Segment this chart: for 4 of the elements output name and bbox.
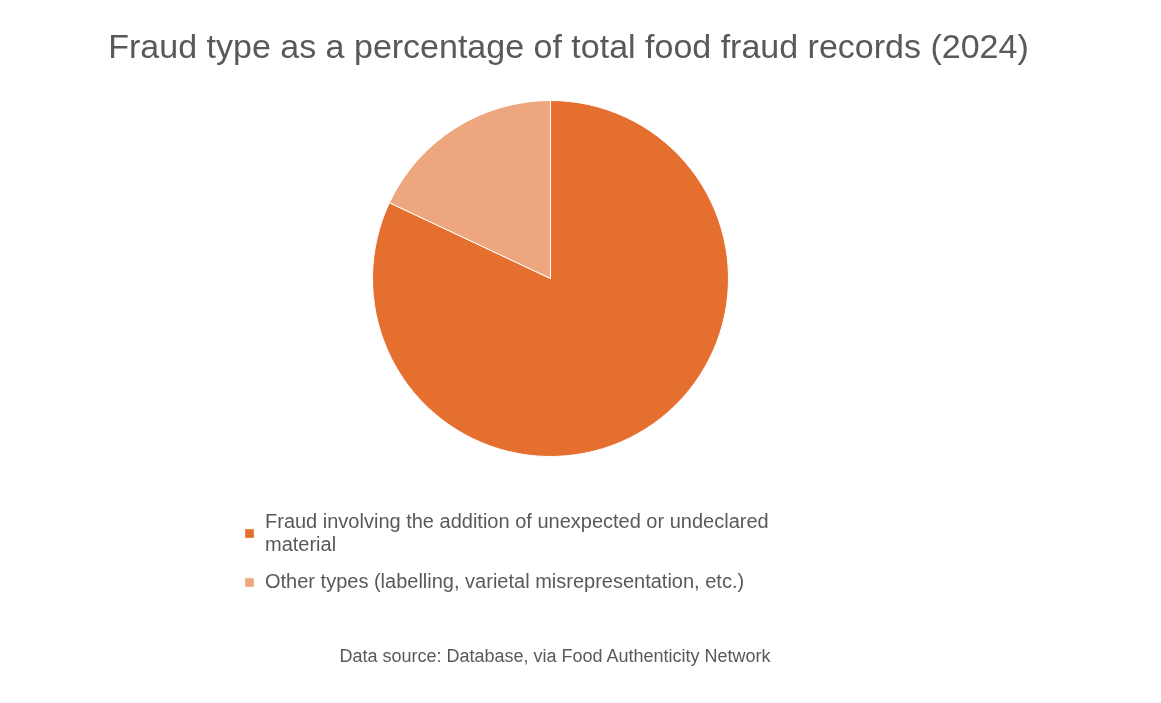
legend-label: Fraud involving the addition of unexpected or undeclared material bbox=[265, 510, 769, 556]
chart-title: Fraud type as a percentage of total food fraud records (2024) bbox=[108, 26, 1029, 65]
legend-label: Other types (labelling, varietal misrepresentation, etc.) bbox=[265, 570, 745, 593]
source-note: Data source: Database, via Food Authenticity Network bbox=[339, 645, 772, 666]
